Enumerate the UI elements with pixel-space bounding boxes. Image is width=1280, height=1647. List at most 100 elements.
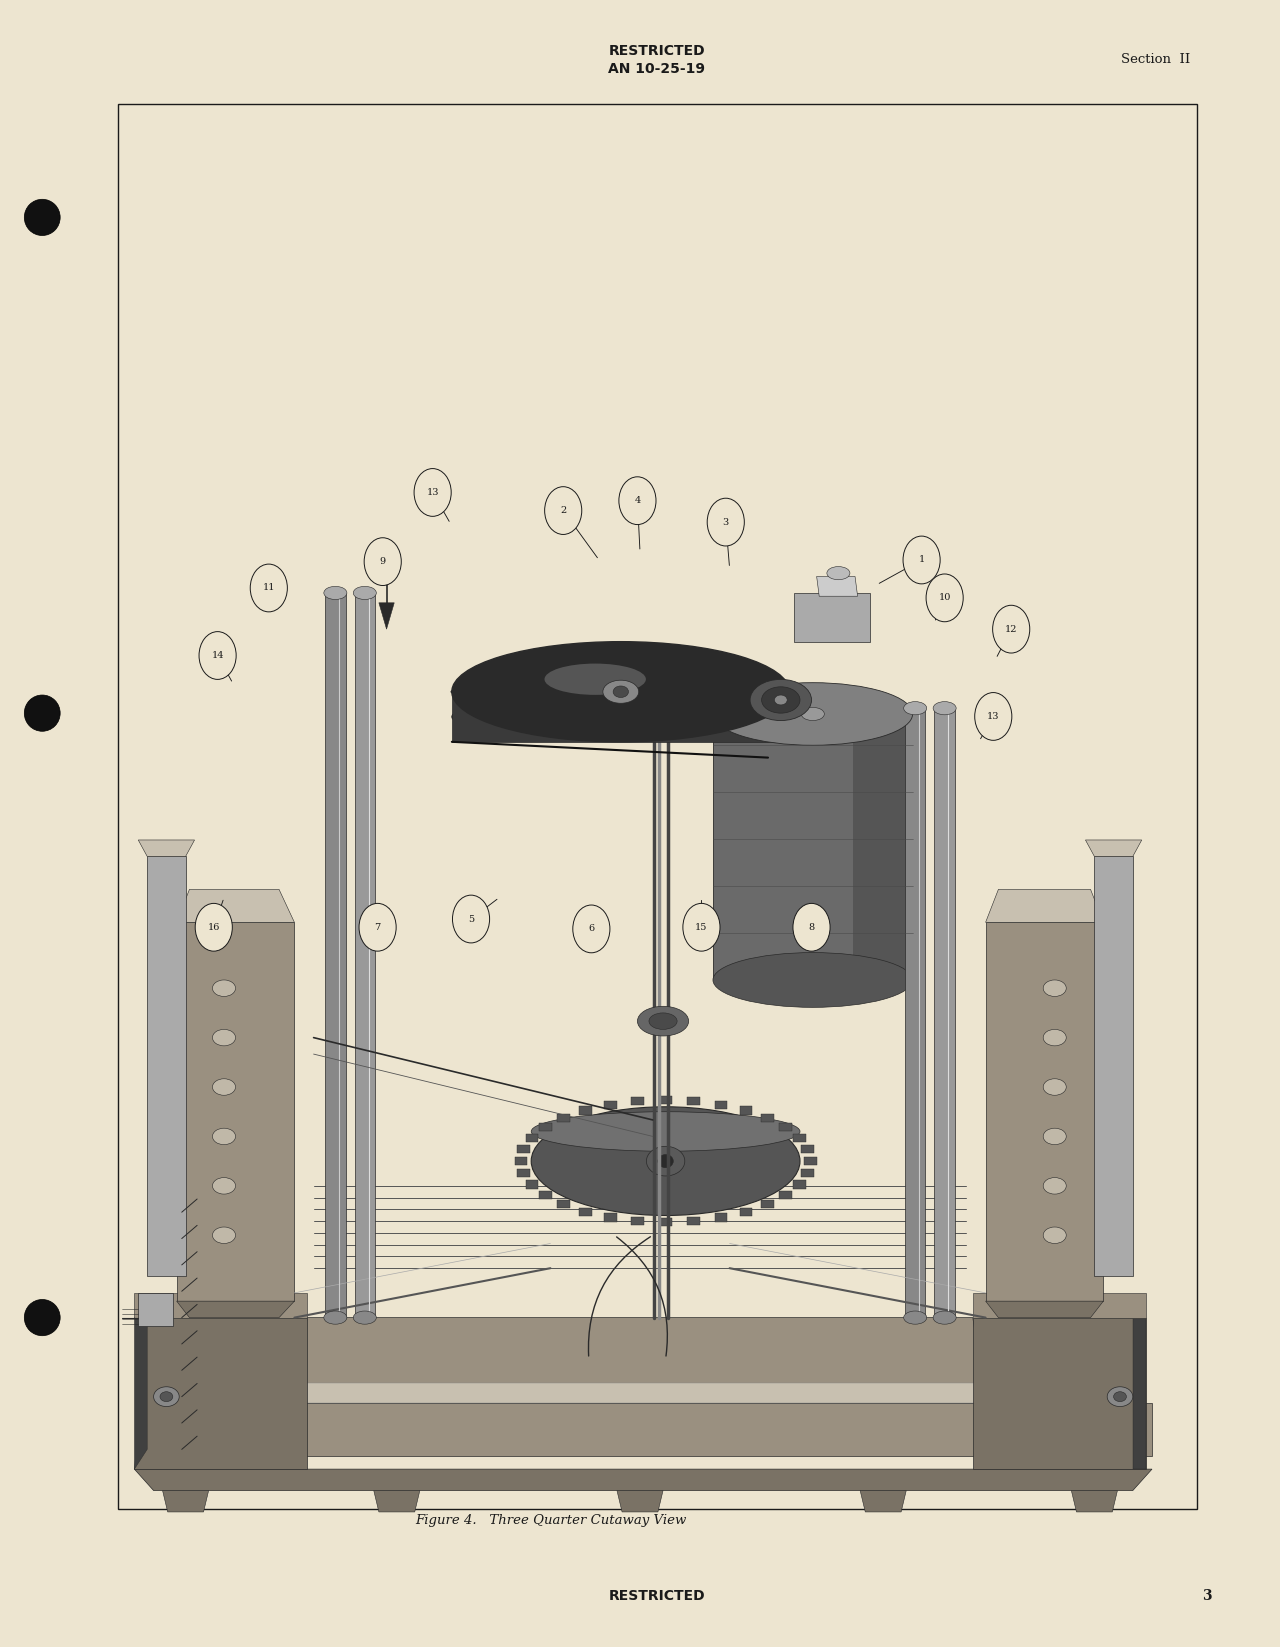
Polygon shape (817, 576, 858, 596)
Polygon shape (147, 856, 186, 1276)
Text: 14: 14 (211, 651, 224, 660)
Polygon shape (631, 1097, 644, 1105)
Polygon shape (986, 1301, 1103, 1318)
Ellipse shape (1043, 1227, 1066, 1243)
Polygon shape (604, 1214, 617, 1222)
Polygon shape (604, 1100, 617, 1108)
Text: 1: 1 (919, 555, 924, 565)
Polygon shape (659, 1219, 672, 1225)
Polygon shape (934, 708, 955, 1318)
Polygon shape (780, 1191, 792, 1199)
Polygon shape (539, 1191, 552, 1199)
Text: Section  II: Section II (1121, 53, 1190, 66)
Ellipse shape (212, 1128, 236, 1145)
Ellipse shape (1114, 1392, 1126, 1402)
Polygon shape (134, 1293, 307, 1318)
Ellipse shape (713, 952, 913, 1008)
Circle shape (993, 604, 1029, 652)
Polygon shape (177, 1301, 294, 1318)
Circle shape (620, 478, 657, 524)
Polygon shape (740, 1207, 753, 1215)
Text: RESTRICTED: RESTRICTED (608, 44, 705, 58)
Polygon shape (579, 1107, 591, 1115)
Polygon shape (138, 1293, 173, 1326)
Polygon shape (134, 1318, 307, 1469)
Polygon shape (147, 1383, 1133, 1403)
Polygon shape (986, 889, 1103, 922)
Polygon shape (792, 1133, 805, 1141)
Ellipse shape (212, 1178, 236, 1194)
Text: 13: 13 (426, 488, 439, 497)
Ellipse shape (1107, 1387, 1133, 1407)
Ellipse shape (904, 1311, 927, 1324)
Polygon shape (557, 1201, 570, 1209)
Polygon shape (379, 603, 394, 629)
Ellipse shape (1043, 1029, 1066, 1046)
Polygon shape (154, 1403, 1152, 1456)
Polygon shape (801, 1145, 814, 1153)
Circle shape (904, 537, 940, 583)
Text: 7: 7 (375, 922, 380, 932)
Polygon shape (294, 1318, 986, 1403)
Circle shape (364, 537, 402, 585)
Polygon shape (1071, 1491, 1117, 1512)
Polygon shape (355, 593, 375, 1318)
Ellipse shape (904, 702, 927, 715)
Circle shape (251, 563, 288, 611)
Ellipse shape (212, 1029, 236, 1046)
Polygon shape (517, 1145, 530, 1153)
Text: 6: 6 (589, 924, 594, 934)
Polygon shape (557, 1113, 570, 1122)
Polygon shape (517, 1169, 530, 1178)
Text: RESTRICTED: RESTRICTED (608, 1589, 705, 1603)
Polygon shape (134, 1318, 147, 1469)
Ellipse shape (353, 586, 376, 600)
Polygon shape (526, 1181, 539, 1189)
Text: 15: 15 (695, 922, 708, 932)
Text: 5: 5 (468, 914, 474, 924)
Polygon shape (1133, 1318, 1146, 1469)
Polygon shape (374, 1491, 420, 1512)
Circle shape (975, 692, 1011, 741)
Polygon shape (780, 1123, 792, 1131)
Text: 8: 8 (809, 922, 814, 932)
Polygon shape (762, 1201, 774, 1209)
Ellipse shape (544, 664, 646, 695)
Ellipse shape (531, 1112, 800, 1151)
Text: 3: 3 (723, 517, 728, 527)
Ellipse shape (658, 1155, 673, 1168)
Text: Figure 4.   Three Quarter Cutaway View: Figure 4. Three Quarter Cutaway View (415, 1514, 686, 1527)
Ellipse shape (154, 1387, 179, 1407)
Polygon shape (452, 692, 790, 741)
Text: 4: 4 (635, 496, 640, 506)
Ellipse shape (212, 980, 236, 996)
Ellipse shape (1043, 1178, 1066, 1194)
Text: 12: 12 (1005, 624, 1018, 634)
Ellipse shape (801, 708, 824, 721)
Circle shape (927, 573, 964, 621)
Polygon shape (325, 593, 346, 1318)
Ellipse shape (750, 679, 812, 721)
Polygon shape (138, 840, 195, 856)
Text: 9: 9 (380, 557, 385, 567)
Ellipse shape (24, 199, 60, 236)
Ellipse shape (24, 695, 60, 731)
Ellipse shape (160, 1392, 173, 1402)
Polygon shape (134, 1469, 1152, 1491)
Polygon shape (687, 1217, 700, 1225)
Circle shape (573, 906, 611, 952)
Ellipse shape (212, 1227, 236, 1243)
Polygon shape (905, 708, 925, 1318)
Text: 13: 13 (987, 712, 1000, 721)
Ellipse shape (933, 702, 956, 715)
Ellipse shape (353, 1311, 376, 1324)
Polygon shape (713, 715, 913, 980)
Polygon shape (792, 1181, 805, 1189)
Ellipse shape (1043, 1128, 1066, 1145)
Text: AN 10-25-19: AN 10-25-19 (608, 63, 705, 76)
Polygon shape (804, 1156, 817, 1166)
Ellipse shape (933, 1311, 956, 1324)
Polygon shape (740, 1107, 753, 1115)
Circle shape (200, 632, 237, 679)
Ellipse shape (713, 682, 913, 744)
